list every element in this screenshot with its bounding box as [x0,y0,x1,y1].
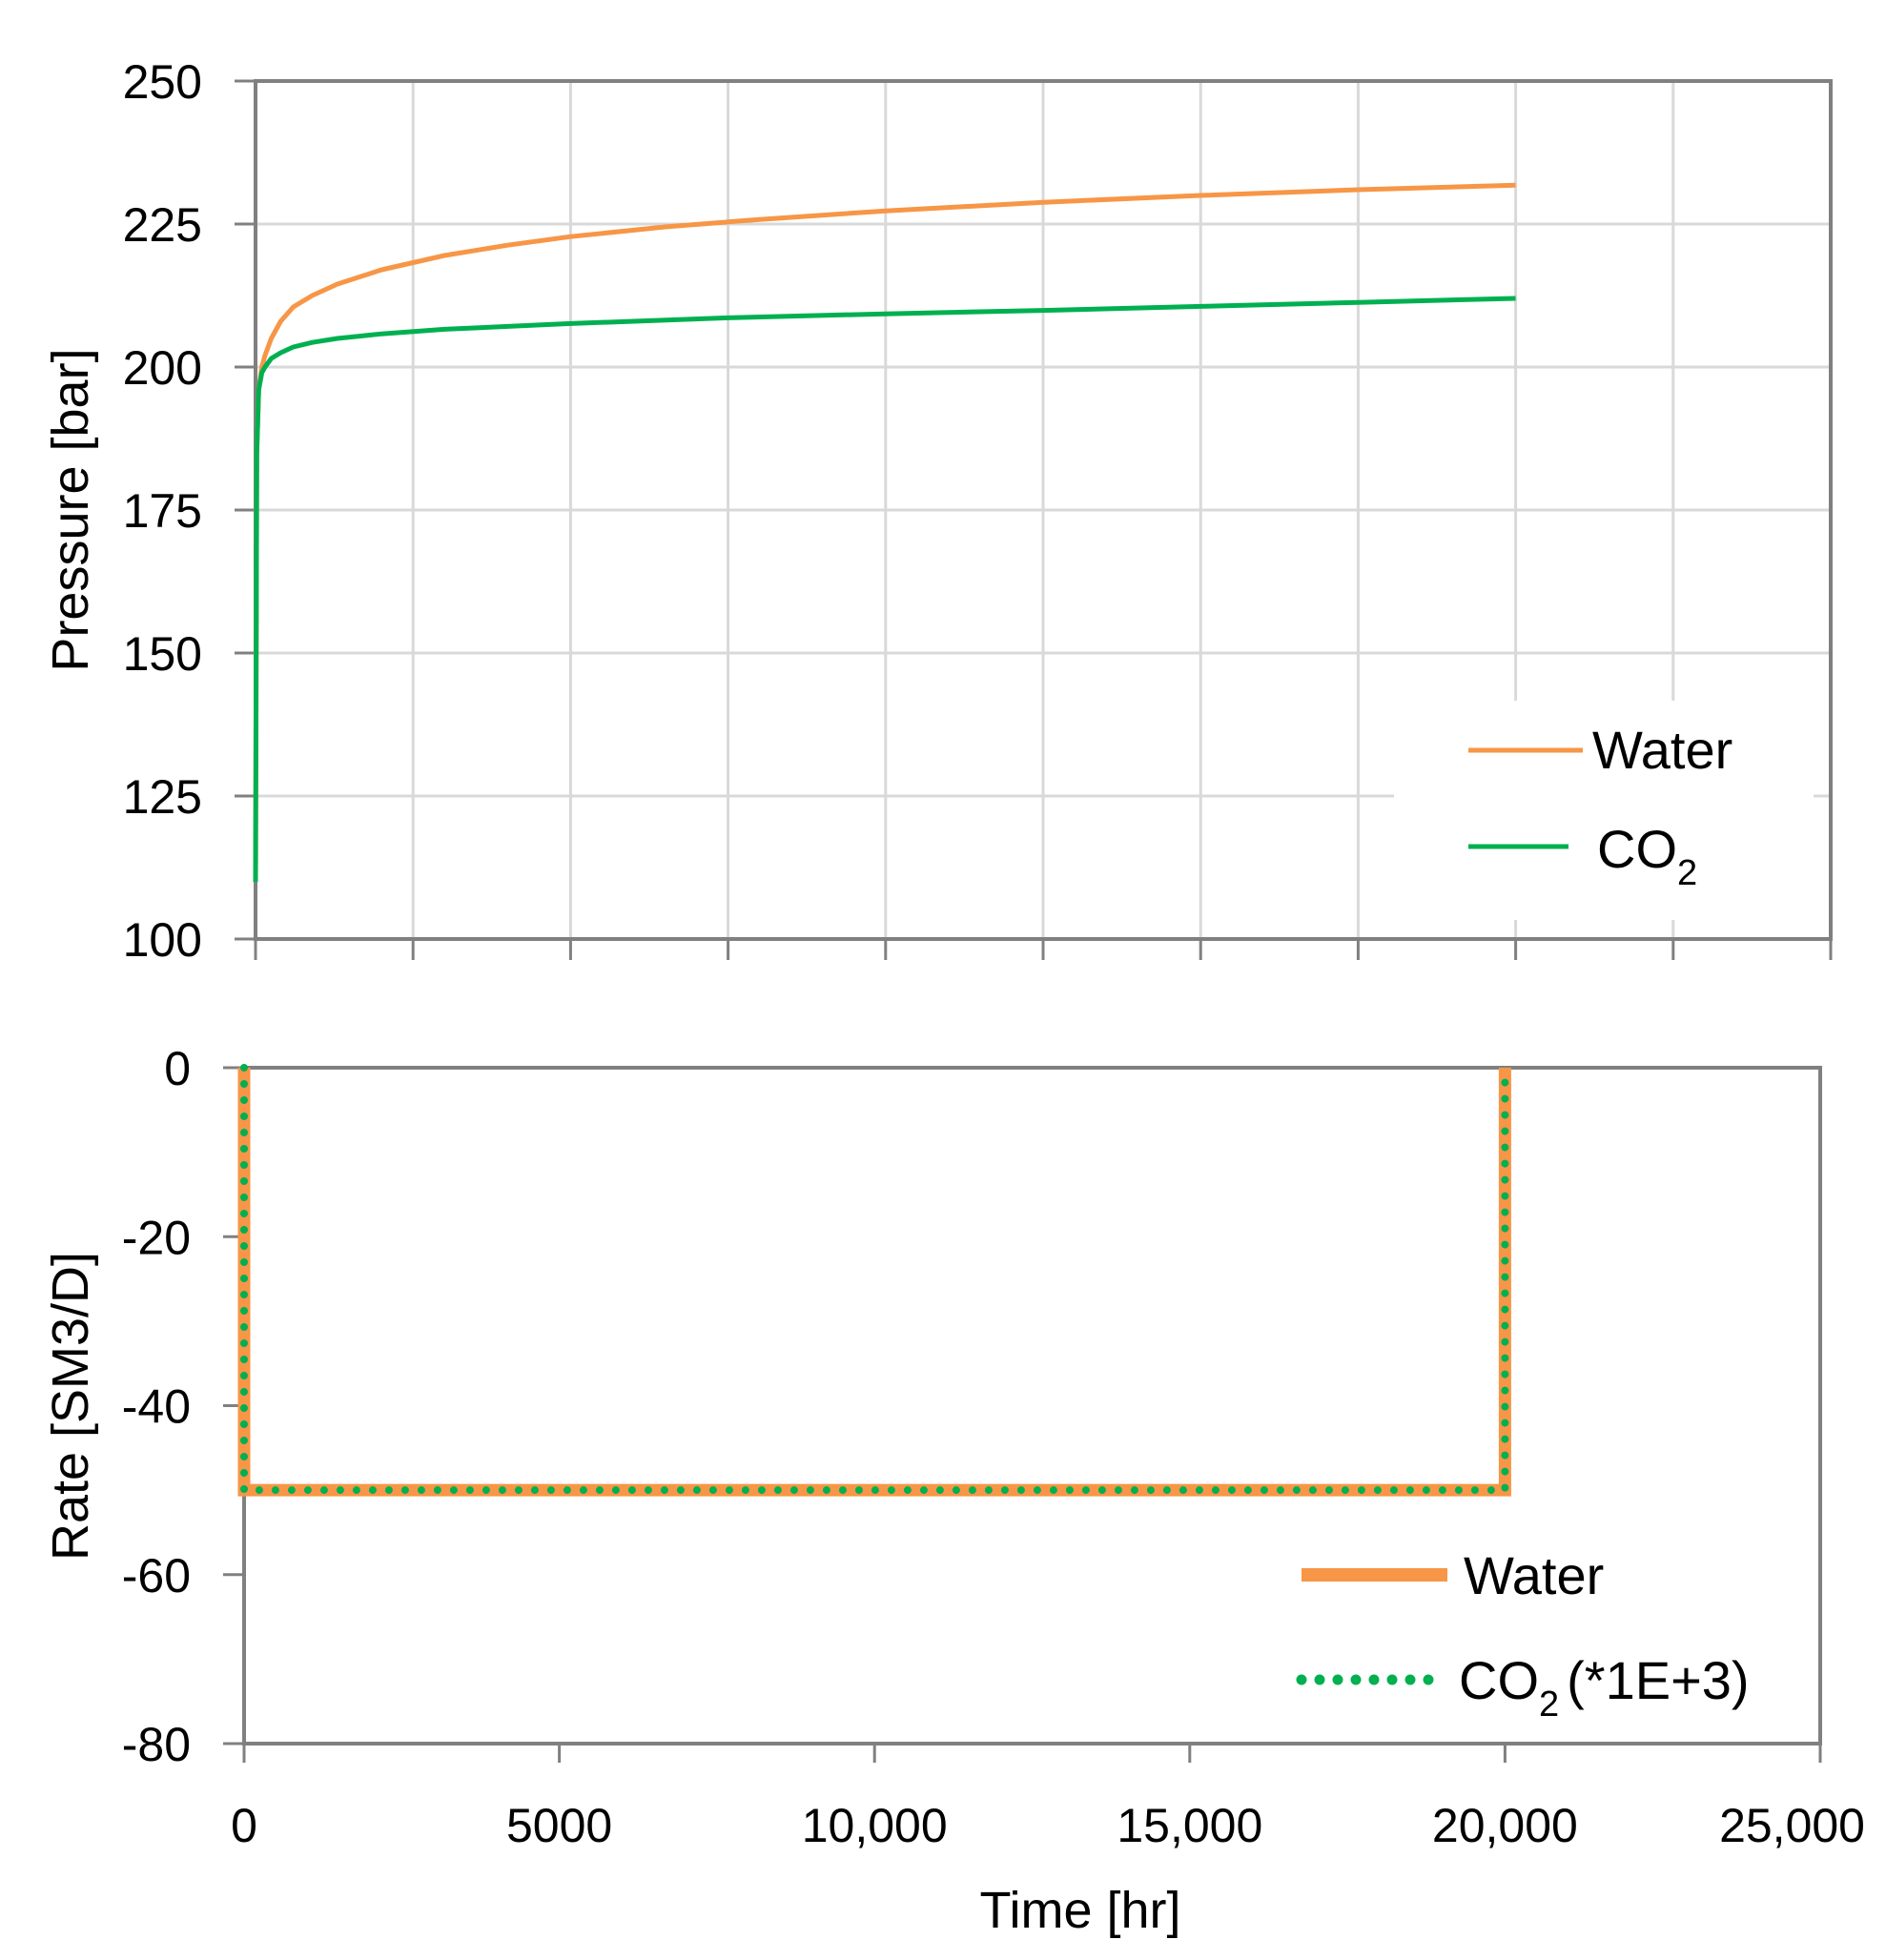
legend-label-co2-rate-subscript: 2 [1539,1684,1559,1725]
rate-y-tick-label: -40 [122,1380,191,1434]
rate-y-axis-title: Rate [SM3/D] [42,1252,99,1561]
pressure-series-water-line [253,182,1516,883]
rate-legend: Water CO2 (*1E+3) [1296,1545,1750,1725]
rate-x-tick-label: 25,000 [1719,1799,1865,1852]
rate-y-tick-label: -20 [122,1211,191,1264]
rate-x-tick-labels: 0 5000 10,000 15,000 20,000 25,000 [231,1799,1865,1852]
rate-series-co2-line [240,1064,1509,1495]
rate-x-tick-label: 0 [231,1799,257,1852]
legend-label-co2-rate-suffix: (*1E+3) [1567,1650,1749,1710]
legend-label-water-rate: Water [1464,1545,1604,1605]
pressure-series-co2-line [253,296,1516,883]
legend-entry-water-rate[interactable]: Water [1302,1545,1604,1605]
rate-plot-area [244,1068,1820,1744]
pressure-y-tick-label: 100 [123,913,202,967]
legend-label-co2-rate: CO2 (*1E+3) [1459,1650,1750,1725]
rate-y-tick-label: -80 [122,1718,191,1771]
rate-x-tick-label: 10,000 [802,1799,948,1852]
legend-entry-co2-rate[interactable]: CO2 (*1E+3) [1296,1650,1750,1725]
legend-label-water: Water [1592,720,1732,780]
rate-chart: -80 -60 -40 -20 0 0 5000 10,000 15,000 20,000 25,… [42,1042,1865,1939]
rate-series [237,1064,1511,1497]
pressure-y-tick-label: 250 [123,55,202,109]
rate-y-tick-label: 0 [164,1042,191,1095]
pressure-y-tick-labels: 100 125 150 175 200 225 250 [123,55,202,967]
rate-y-tick-label: -60 [122,1549,191,1603]
pressure-y-tick-label: 175 [123,484,202,538]
pressure-y-tick-label: 125 [123,770,202,824]
legend-entry-water[interactable]: Water [1468,720,1732,780]
legend-label-co2: CO2 [1597,819,1697,893]
rate-x-axis-title: Time [hr] [979,1882,1180,1939]
legend-label-co2-subscript: 2 [1677,853,1697,893]
rate-x-tick-label: 5000 [506,1799,612,1852]
legend-label-co2-main: CO [1597,819,1677,879]
pressure-y-tick-label: 150 [123,627,202,681]
pressure-legend: Water CO2 [1468,720,1732,893]
pressure-legend-background [1394,701,1814,920]
pressure-axis-ticks [235,79,1833,960]
pressure-chart: 100 125 150 175 200 225 250 Pressure [bar] Wat… [42,55,1833,967]
legend-label-co2-rate-main: CO [1459,1650,1539,1710]
pressure-y-axis-title: Pressure [bar] [42,348,99,671]
pressure-y-tick-label: 225 [123,198,202,252]
pressure-y-tick-label: 200 [123,341,202,395]
rate-x-tick-label: 15,000 [1117,1799,1262,1852]
legend-entry-co2[interactable]: CO2 [1468,819,1697,893]
rate-y-tick-labels: -80 -60 -40 -20 0 [122,1042,191,1771]
pressure-series [253,182,1516,883]
rate-x-tick-label: 20,000 [1432,1799,1578,1852]
